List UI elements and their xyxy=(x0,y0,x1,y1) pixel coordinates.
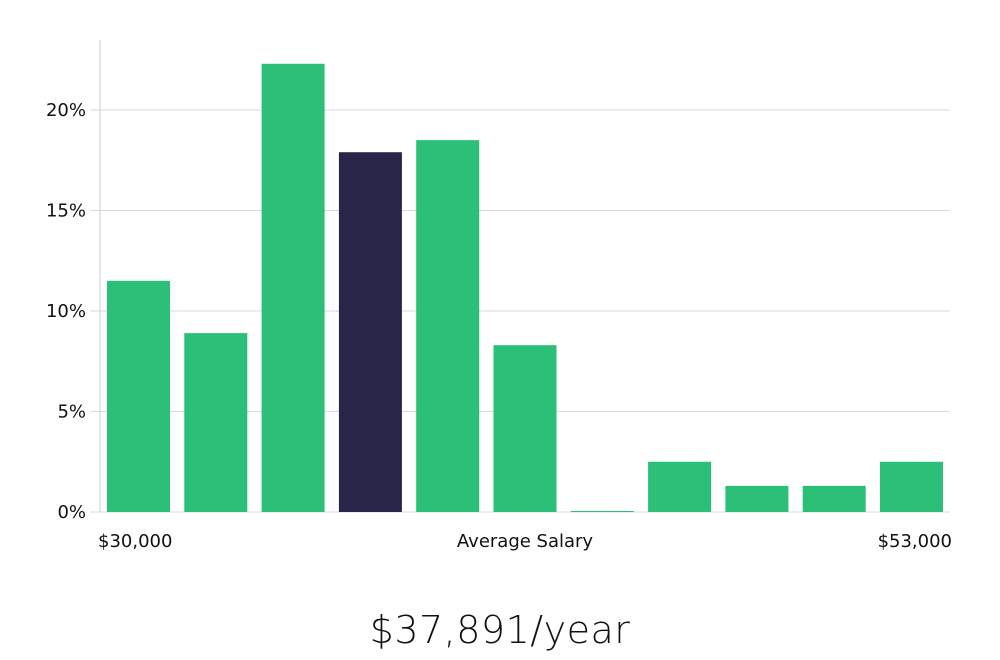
average-salary-value: $37,891/year xyxy=(369,608,631,652)
bar xyxy=(107,280,170,512)
bars xyxy=(107,63,943,513)
x-axis-title: Average Salary xyxy=(457,531,594,552)
bar xyxy=(802,485,866,512)
x-max-label: $53,000 xyxy=(878,531,952,552)
y-tick-label: 15% xyxy=(46,201,86,222)
bar xyxy=(184,333,248,512)
y-tick-label: 0% xyxy=(57,502,86,523)
y-tick-label: 20% xyxy=(46,100,86,121)
x-min-label: $30,000 xyxy=(98,531,172,552)
bar xyxy=(725,485,789,512)
bar xyxy=(880,461,943,512)
salary-histogram: 0% 5% 10% 15% 20% $30,000 Average Salary $53… xyxy=(46,40,952,552)
y-axis-ticks: 0% 5% 10% 15% 20% xyxy=(46,100,86,523)
bar xyxy=(648,461,712,512)
y-tick-label: 10% xyxy=(46,301,86,322)
bar xyxy=(570,510,634,512)
bar-highlighted xyxy=(338,152,402,512)
y-tick-label: 5% xyxy=(57,402,86,423)
bar xyxy=(261,63,325,513)
bar xyxy=(416,140,480,512)
bar xyxy=(493,345,557,512)
